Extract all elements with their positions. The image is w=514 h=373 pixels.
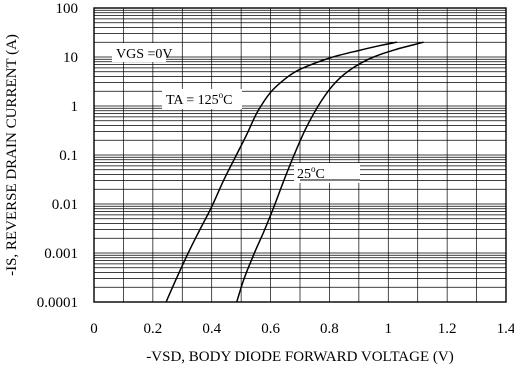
ta-125-suffix: C — [223, 93, 232, 108]
curves — [165, 41, 424, 303]
y-tick-label: 0.0001 — [37, 295, 78, 311]
y-tick-label: 0.1 — [59, 148, 78, 164]
x-tick-label: 0 — [90, 321, 98, 337]
ta-125-prefix: TA = 125 — [166, 93, 219, 108]
y-axis-title: -IS, REVERSE DRAIN CURRENT (A) — [4, 34, 20, 276]
x-tick-label: 1 — [385, 321, 393, 337]
y-tick-label: 100 — [56, 1, 79, 17]
tick-labels: 0 0.2 0.4 0.6 0.8 1 1.2 1.4 0.0001 0.001 0.01 0.1 1 1… — [37, 1, 514, 337]
t25-annotation-background — [294, 163, 360, 183]
ta-125-annotation: TA = 125oC — [166, 90, 233, 108]
t25-suffix: C — [316, 167, 325, 182]
t25-prefix: 25 — [297, 167, 311, 182]
x-tick-label: 1.2 — [438, 321, 457, 337]
x-tick-label: 0.4 — [202, 321, 221, 337]
y-tick-label: 1 — [71, 99, 79, 115]
x-tick-label: 1.4 — [497, 321, 514, 337]
x-tick-label: 0.8 — [320, 321, 339, 337]
x-tick-label: 0.2 — [143, 321, 162, 337]
vgs-annotation-background — [112, 43, 166, 62]
vgs-annotation: VGS =0V — [116, 47, 173, 62]
x-tick-label: 0.6 — [261, 321, 280, 337]
plot-frame — [93, 7, 507, 303]
ta-125-degree: o — [219, 90, 224, 100]
curve-25c — [235, 41, 424, 303]
x-axis-title: -VSD, BODY DIODE FORWARD VOLTAGE (V) — [146, 349, 453, 365]
y-tick-label: 10 — [63, 50, 78, 66]
t25-degree: o — [311, 164, 316, 174]
t25-annotation: 25oC — [297, 164, 325, 182]
y-tick-label: 0.001 — [44, 246, 78, 262]
curve-ta-125c — [165, 41, 398, 303]
y-tick-label: 0.01 — [52, 197, 78, 213]
ta-125-annotation-background — [162, 89, 242, 109]
